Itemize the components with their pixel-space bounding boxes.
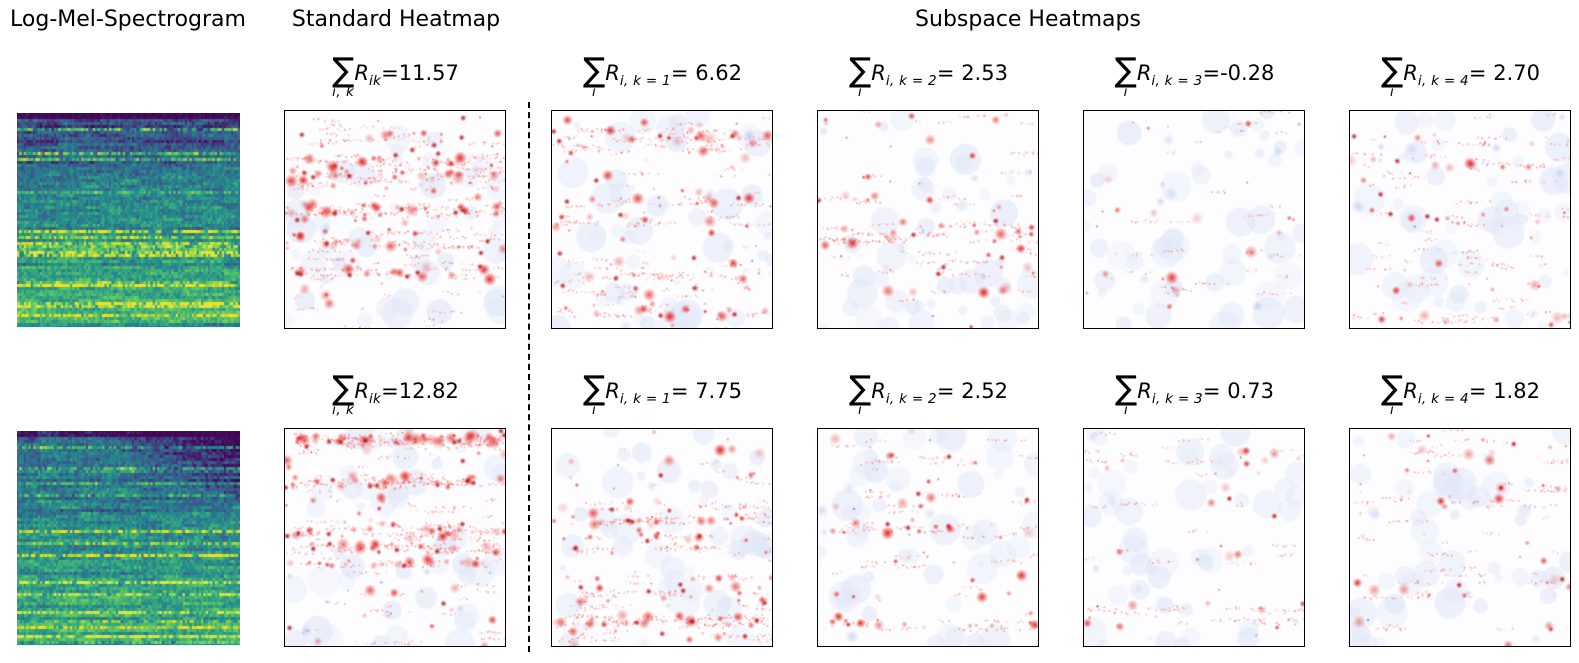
equation-subspace-k2-row1: ∑ i Ri, k = 2= 2.53 xyxy=(817,50,1040,108)
equation-main: Rik=12.82 xyxy=(354,379,459,408)
equation-main: Ri, k = 2= 2.53 xyxy=(871,61,1008,90)
standard-heatmap-row2 xyxy=(284,428,506,647)
subspace-heatmap-k4-row1 xyxy=(1349,110,1571,329)
relevance-variable: R xyxy=(605,61,620,85)
equation-value: = 6.62 xyxy=(670,61,742,85)
equation-main: Ri, k = 3=-0.28 xyxy=(1136,61,1275,90)
equation-main: Ri, k = 1= 7.75 xyxy=(605,379,742,408)
sum-symbol-icon: ∑ xyxy=(1115,368,1138,407)
subspace-heatmap-k3-row2 xyxy=(1083,428,1305,647)
relevance-subscript: i, k = 4 xyxy=(1417,73,1469,90)
relevance-subscript: i, k = 2 xyxy=(885,73,937,90)
subspace-heatmap-k1-row1 xyxy=(551,110,773,329)
sum-subscript: i xyxy=(1123,84,1128,101)
relevance-subscript: i, k = 1 xyxy=(619,73,671,90)
equation-subspace-k3-row1: ∑ i Ri, k = 3=-0.28 xyxy=(1083,50,1306,108)
sum-stack: ∑ i xyxy=(583,50,606,101)
sum-subscript: i xyxy=(1390,84,1395,101)
equation-main: Ri, k = 4= 2.70 xyxy=(1403,61,1540,90)
dashed-divider-line xyxy=(528,102,530,652)
sum-subscript: i xyxy=(858,84,863,101)
equation-main: Ri, k = 3= 0.73 xyxy=(1137,379,1274,408)
sum-symbol-icon: ∑ xyxy=(1114,50,1137,89)
equation-value: = 0.73 xyxy=(1202,379,1274,403)
sum-stack: ∑ i, k xyxy=(332,50,355,101)
sum-symbol-icon: ∑ xyxy=(332,368,355,407)
sum-symbol-icon: ∑ xyxy=(849,368,872,407)
sum-symbol-icon: ∑ xyxy=(583,368,606,407)
equation-value: = 7.75 xyxy=(670,379,742,403)
sum-subscript: i xyxy=(858,402,863,419)
sum-stack: ∑ i xyxy=(1115,368,1138,419)
sum-symbol-icon: ∑ xyxy=(849,50,872,89)
relevance-subscript: ik xyxy=(368,391,382,408)
title-log-mel-spectrogram: Log-Mel-Spectrogram xyxy=(10,7,246,32)
relevance-variable: R xyxy=(1403,61,1418,85)
standard-heatmap-row1 xyxy=(284,110,506,329)
spectrogram-row2 xyxy=(17,431,240,645)
subspace-heatmap-k3-row1 xyxy=(1083,110,1305,329)
equation-main: Ri, k = 4= 1.82 xyxy=(1403,379,1540,408)
sum-symbol-icon: ∑ xyxy=(332,50,355,89)
subspace-heatmap-k2-row1 xyxy=(817,110,1039,329)
relevance-variable: R xyxy=(871,379,886,403)
relevance-variable: R xyxy=(354,379,369,403)
sum-stack: ∑ i xyxy=(1381,50,1404,101)
sum-stack: ∑ i xyxy=(1381,368,1404,419)
equation-value: = 2.52 xyxy=(936,379,1008,403)
equation-subspace-k4-row1: ∑ i Ri, k = 4= 2.70 xyxy=(1349,50,1572,108)
sum-stack: ∑ i xyxy=(849,50,872,101)
sum-subscript: i xyxy=(592,84,597,101)
equation-value: = 2.70 xyxy=(1468,61,1540,85)
equation-subspace-k1-row1: ∑ i Ri, k = 1= 6.62 xyxy=(551,50,774,108)
equation-main: Ri, k = 2= 2.52 xyxy=(871,379,1008,408)
equation-subspace-k2-row2: ∑ i Ri, k = 2= 2.52 xyxy=(817,368,1040,426)
sum-stack: ∑ i, k xyxy=(332,368,355,419)
equation-value: =12.82 xyxy=(381,379,459,403)
subspace-heatmap-k2-row2 xyxy=(817,428,1039,647)
equation-value: =11.57 xyxy=(381,61,459,85)
relevance-variable: R xyxy=(871,61,886,85)
equation-subspace-k1-row2: ∑ i Ri, k = 1= 7.75 xyxy=(551,368,774,426)
sum-stack: ∑ i xyxy=(849,368,872,419)
equation-subspace-k4-row2: ∑ i Ri, k = 4= 1.82 xyxy=(1349,368,1572,426)
sum-symbol-icon: ∑ xyxy=(1381,50,1404,89)
relevance-variable: R xyxy=(354,61,369,85)
title-subspace-heatmaps: Subspace Heatmaps xyxy=(915,7,1141,32)
equation-standard-row1: ∑ i, k Rik=11.57 xyxy=(284,50,507,108)
subspace-heatmap-k4-row2 xyxy=(1349,428,1571,647)
relevance-variable: R xyxy=(1136,61,1152,85)
equation-value: = 1.82 xyxy=(1468,379,1540,403)
equation-standard-row2: ∑ i, k Rik=12.82 xyxy=(284,368,507,426)
relevance-subscript: i, k = 3 xyxy=(1151,391,1203,408)
sum-stack: ∑ i xyxy=(583,368,606,419)
equation-main: Rik=11.57 xyxy=(354,61,459,90)
sum-subscript: i xyxy=(1390,402,1395,419)
relevance-subscript: i, k = 1 xyxy=(619,391,671,408)
equation-value: = 2.53 xyxy=(936,61,1008,85)
relevance-variable: R xyxy=(1137,379,1152,403)
spectrogram-row1 xyxy=(17,113,240,327)
sum-symbol-icon: ∑ xyxy=(1381,368,1404,407)
sum-subscript: i, k xyxy=(332,84,355,101)
sum-stack: ∑ i xyxy=(1114,50,1137,101)
relevance-variable: R xyxy=(605,379,620,403)
relevance-subscript: i, k = 4 xyxy=(1417,391,1469,408)
sum-subscript: i xyxy=(1124,402,1129,419)
relevance-variable: R xyxy=(1403,379,1418,403)
sum-symbol-icon: ∑ xyxy=(583,50,606,89)
title-standard-heatmap: Standard Heatmap xyxy=(291,7,501,32)
subspace-heatmap-k1-row2 xyxy=(551,428,773,647)
equation-value: =-0.28 xyxy=(1202,61,1275,85)
relevance-subscript: i, k = 3 xyxy=(1151,73,1203,90)
relevance-subscript: i, k = 2 xyxy=(885,391,937,408)
sum-subscript: i xyxy=(592,402,597,419)
relevance-subscript: ik xyxy=(368,73,382,90)
equation-main: Ri, k = 1= 6.62 xyxy=(605,61,742,90)
sum-subscript: i, k xyxy=(332,402,355,419)
equation-subspace-k3-row2: ∑ i Ri, k = 3= 0.73 xyxy=(1083,368,1306,426)
